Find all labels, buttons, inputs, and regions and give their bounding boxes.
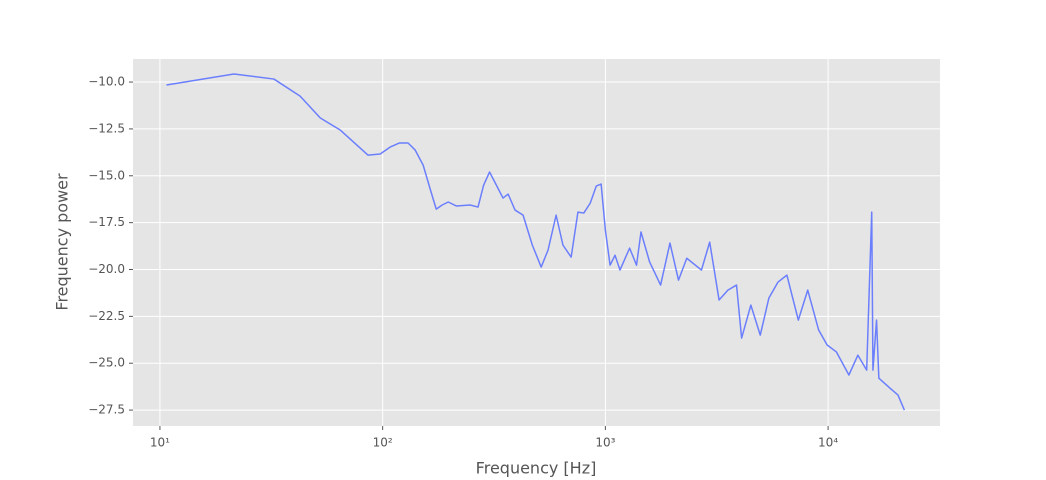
x-tick-label: 10² [373, 436, 393, 450]
x-tick-label: 10¹ [150, 436, 170, 450]
y-axis-label: Frequency power [53, 173, 72, 311]
y-tick-label: −17.5 [88, 215, 125, 229]
y-tick-label: −27.5 [88, 403, 125, 417]
x-tick-label: 10⁴ [818, 436, 838, 450]
y-tick-label: −12.5 [88, 121, 125, 135]
plot-area [133, 59, 940, 426]
y-tick-label: −25.0 [88, 356, 125, 370]
y-tick-label: −10.0 [88, 75, 125, 89]
y-tick-label: −20.0 [88, 262, 125, 276]
y-tick-label: −22.5 [88, 309, 125, 323]
y-tick-label: −15.0 [88, 168, 125, 182]
line-series [166, 73, 906, 411]
x-axis-label: Frequency [Hz] [476, 459, 597, 478]
x-tick-label: 10³ [595, 436, 615, 450]
